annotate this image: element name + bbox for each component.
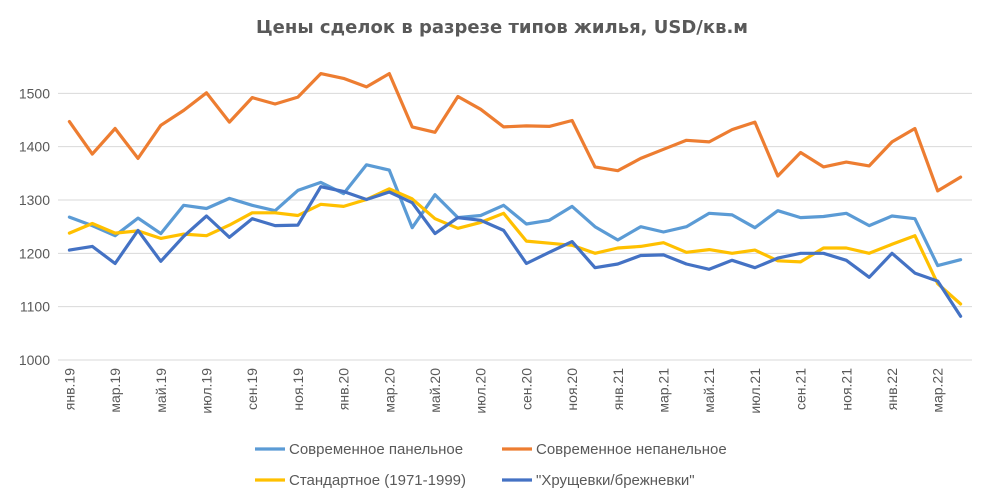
x-tick-label: сен.20 bbox=[518, 368, 534, 410]
legend-item: "Хрущевки/брежневки" bbox=[502, 472, 695, 489]
x-tick-label: сен.19 bbox=[244, 368, 260, 410]
series-line-4 bbox=[67, 185, 963, 318]
x-tick-label: ноя.19 bbox=[290, 368, 306, 411]
x-tick-label: янв.21 bbox=[610, 368, 626, 410]
legend-item: Современное непанельное bbox=[502, 441, 727, 458]
x-tick-label: май.19 bbox=[153, 368, 169, 413]
legend-label: Современное панельное bbox=[289, 441, 463, 458]
x-tick-label: янв.19 bbox=[61, 368, 77, 410]
x-tick-label: ноя.20 bbox=[564, 368, 580, 411]
y-tick-label: 1500 bbox=[19, 85, 50, 101]
legend-item: Стандартное (1971-1999) bbox=[255, 472, 466, 489]
y-tick-label: 1300 bbox=[19, 192, 50, 208]
x-tick-label: янв.20 bbox=[336, 368, 352, 410]
y-tick-label: 1200 bbox=[19, 245, 50, 261]
series-line-2 bbox=[67, 71, 963, 193]
x-axis-ticks: янв.19 мар.19 май.19 июл.19 сен.19 ноя.19 янв.… bbox=[61, 368, 945, 414]
grid-lines bbox=[58, 92, 972, 361]
legend: Современное панельное Современное непанел… bbox=[255, 441, 727, 489]
x-tick-label: июл.20 bbox=[473, 368, 489, 414]
x-tick-label: май.20 bbox=[427, 368, 443, 413]
x-tick-label: май.21 bbox=[701, 368, 717, 413]
series-line-3 bbox=[67, 187, 963, 306]
legend-label: Современное непанельное bbox=[536, 441, 727, 458]
x-tick-label: ноя.21 bbox=[838, 368, 854, 411]
series-lines bbox=[67, 71, 963, 318]
x-tick-label: мар.19 bbox=[107, 368, 123, 413]
y-axis-ticks: 1000 1100 1200 1300 1400 1500 bbox=[19, 85, 50, 368]
series-line-1 bbox=[67, 163, 963, 268]
x-tick-label: мар.21 bbox=[656, 368, 672, 413]
x-tick-label: июл.19 bbox=[199, 368, 215, 414]
x-tick-label: мар.20 bbox=[381, 368, 397, 413]
legend-label: "Хрущевки/брежневки" bbox=[536, 472, 695, 489]
y-tick-label: 1100 bbox=[20, 299, 50, 315]
chart-title: Цены сделок в разрезе типов жилья, USD/к… bbox=[256, 17, 748, 38]
y-tick-label: 1400 bbox=[19, 139, 50, 155]
legend-label: Стандартное (1971-1999) bbox=[289, 472, 466, 489]
y-tick-label: 1000 bbox=[19, 352, 50, 368]
x-tick-label: июл.21 bbox=[747, 368, 763, 414]
x-tick-label: мар.22 bbox=[930, 368, 946, 413]
x-tick-label: сен.21 bbox=[793, 368, 809, 410]
legend-item: Современное панельное bbox=[255, 441, 463, 458]
x-tick-label: янв.22 bbox=[884, 368, 900, 410]
